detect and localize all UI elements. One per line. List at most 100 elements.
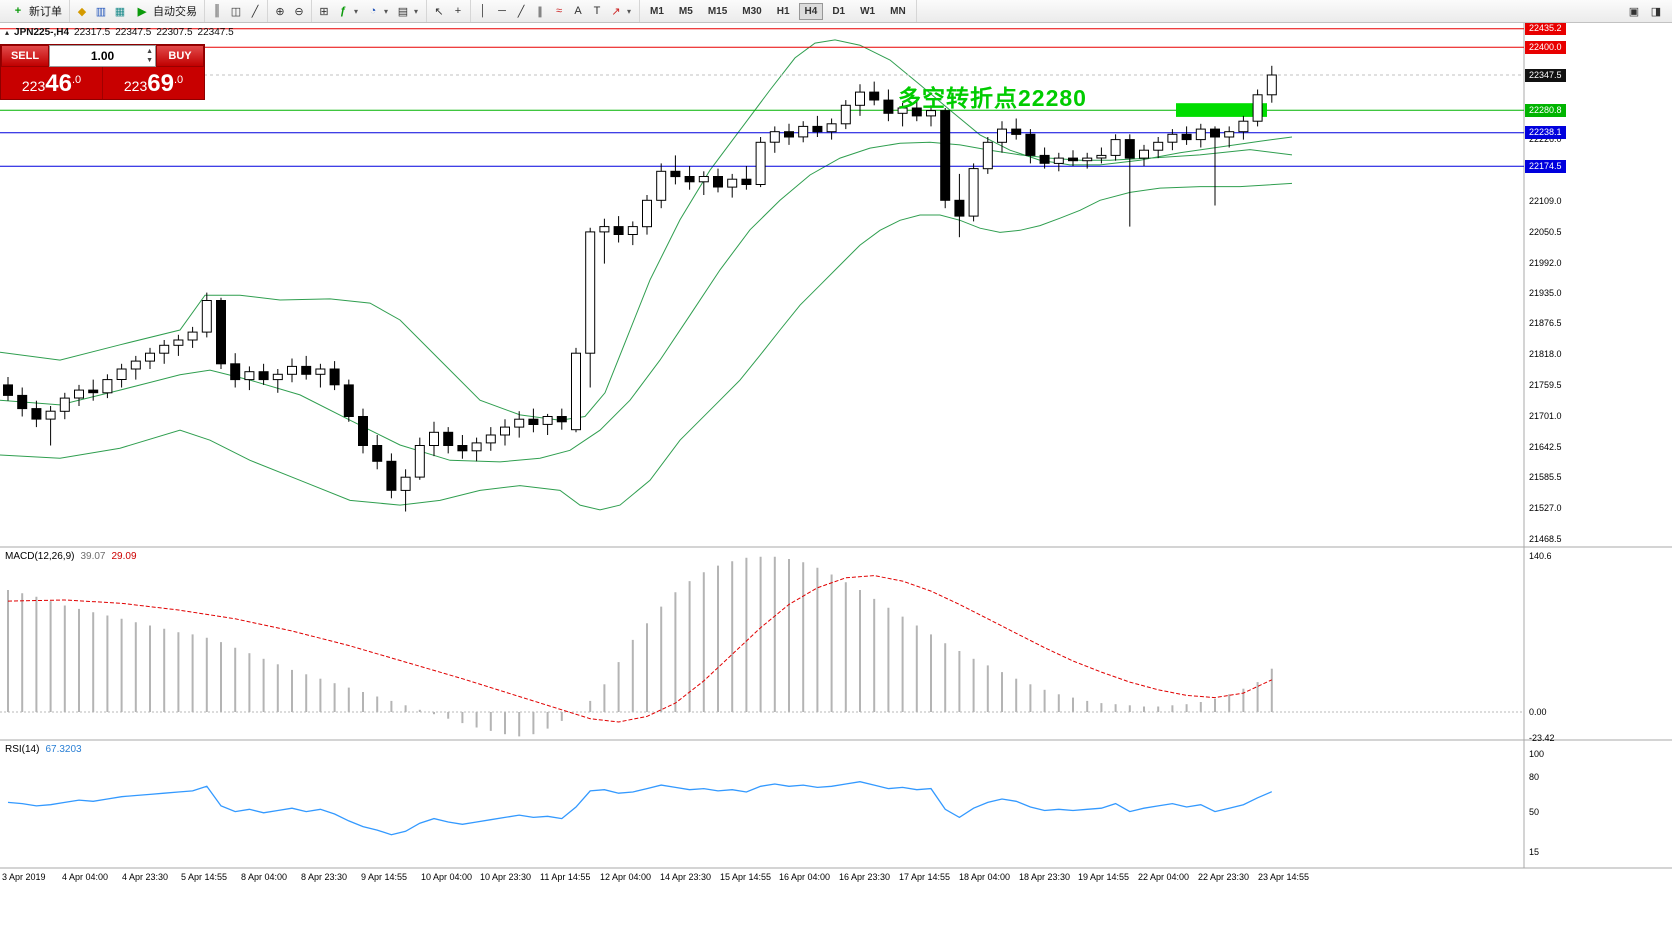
timeframe-button-mn[interactable]: MN	[890, 5, 906, 17]
candle	[883, 99, 894, 114]
candle	[571, 352, 581, 431]
candle	[17, 394, 28, 410]
candle	[500, 426, 510, 436]
templates-icon[interactable]: ▤	[397, 5, 409, 18]
candle	[1124, 139, 1135, 159]
zoom-in-icon[interactable]: ⊕	[275, 5, 285, 18]
sell-price-prefix: 223	[21, 78, 46, 94]
candle	[173, 339, 184, 346]
chart-settings-icon[interactable]: ◨	[1650, 5, 1662, 18]
buy-button[interactable]: BUY	[156, 45, 204, 67]
sell-button[interactable]: SELL	[1, 45, 49, 67]
navigator-icon[interactable]: ▦	[114, 5, 126, 18]
one-click-expander-icon[interactable]: ▴	[5, 28, 10, 37]
candle	[727, 178, 738, 188]
candle	[1266, 74, 1277, 96]
candle	[457, 445, 468, 452]
close-value: 22347.5	[197, 27, 234, 38]
volume-field[interactable]: 1.00 ▲ ▼	[49, 45, 156, 67]
timeframe-button-m30[interactable]: M30	[742, 5, 762, 17]
volume-up-icon[interactable]: ▲	[146, 48, 153, 55]
candle	[485, 434, 496, 444]
volume-value: 1.00	[90, 49, 115, 63]
text-icon[interactable]: A	[574, 5, 582, 17]
candle	[613, 226, 624, 236]
candle	[585, 231, 596, 354]
candle	[926, 110, 936, 117]
candle	[3, 384, 13, 396]
macd-name: MACD(12,26,9)	[5, 551, 75, 562]
auto-trading-icon: ▶	[137, 5, 147, 18]
templates-caret-icon[interactable]: ▾	[414, 6, 419, 16]
arrows-icon[interactable]: ↗	[611, 5, 621, 18]
fibonacci-icon[interactable]: ≈	[555, 5, 563, 17]
equidistant-channel-icon[interactable]: ∥	[537, 5, 543, 18]
candlestick-chart-icon[interactable]: ◫	[230, 5, 242, 18]
periods-caret-icon[interactable]: ▾	[384, 6, 389, 16]
vertical-line-icon[interactable]: │	[479, 5, 487, 17]
zoom-out-icon[interactable]: ⊖	[294, 5, 304, 18]
periods-icon[interactable]: ◔	[369, 5, 377, 17]
candle	[287, 365, 297, 375]
rsi-label: RSI(14) 67.3203	[5, 744, 82, 755]
candle	[471, 442, 482, 452]
candle	[769, 131, 780, 143]
indicators-caret-icon[interactable]: ▾	[354, 6, 359, 16]
text-label-icon[interactable]: T	[593, 5, 601, 17]
rsi-name: RSI(14)	[5, 744, 40, 755]
tile-windows-icon[interactable]: ⊞	[319, 5, 329, 18]
candle	[1153, 141, 1164, 151]
candle	[1210, 128, 1220, 138]
macd-signal-line	[7, 575, 1273, 723]
buy-price[interactable]: 223 69.0	[103, 67, 204, 99]
candle	[542, 416, 553, 425]
timeframe-button-h4[interactable]: H4	[798, 2, 824, 20]
candle	[741, 178, 752, 185]
candle	[386, 460, 397, 491]
market-watch-icon[interactable]: ◆	[77, 5, 87, 18]
indicators-icon[interactable]: ƒ	[339, 5, 347, 17]
timeframe-button-h1[interactable]: H1	[776, 5, 790, 17]
candle	[358, 416, 368, 446]
arrows-caret-icon[interactable]: ▾	[627, 6, 632, 16]
timeframe-button-m1[interactable]: M1	[650, 5, 664, 17]
candle	[798, 125, 809, 138]
chart-scroll-icon[interactable]: ▣	[1628, 5, 1640, 18]
auto-trading-label: 自动交易	[153, 6, 197, 18]
toolbar: + 新订单 ◆ ▥ ▦ ▶ 自动交易 ║ ◫ ╱ ⊕ ⊖ ⊞ ƒ ▾ ◔	[0, 0, 1672, 23]
volume-down-icon[interactable]: ▼	[146, 57, 153, 64]
candle	[627, 226, 638, 236]
rsi-line	[7, 781, 1273, 836]
data-window-icon[interactable]: ▥	[95, 5, 107, 18]
timeframe-button-m5[interactable]: M5	[678, 5, 693, 17]
buy-price-big: 69	[147, 70, 174, 97]
line-chart-icon[interactable]: ╱	[251, 5, 259, 18]
candle	[1139, 149, 1149, 159]
candle	[997, 128, 1007, 143]
horizontal-line-icon[interactable]: ─	[498, 5, 506, 17]
timeframe-button-d1[interactable]: D1	[832, 5, 846, 17]
rsi-value: 67.3203	[45, 744, 82, 755]
candle	[968, 168, 979, 217]
bar-chart-icon[interactable]: ║	[213, 5, 221, 17]
timeframe-button-m15[interactable]: M15	[707, 5, 728, 17]
candle	[670, 170, 681, 178]
timeframe-toolbar: M1 M5 M15 M30 H1 H4 D1 W1 MN	[640, 0, 917, 22]
chart-annotation-text: 多空转折点22280	[898, 85, 1087, 111]
crosshair-icon[interactable]: +	[454, 5, 462, 17]
new-order-button[interactable]: + 新订单	[7, 2, 65, 20]
candle	[642, 199, 652, 228]
sell-price[interactable]: 223 46.0	[1, 67, 102, 99]
cursor-icon[interactable]: ↖	[434, 5, 444, 18]
candle	[869, 91, 880, 101]
candle	[1238, 120, 1249, 133]
auto-trading-button[interactable]: ▶ 自动交易	[131, 2, 200, 20]
candle	[414, 445, 425, 478]
candle	[1011, 128, 1022, 135]
sell-price-suffix: .0	[71, 74, 82, 86]
timeframe-button-w1[interactable]: W1	[860, 5, 876, 17]
trendline-icon[interactable]: ╱	[517, 5, 525, 18]
candle	[1082, 157, 1093, 162]
